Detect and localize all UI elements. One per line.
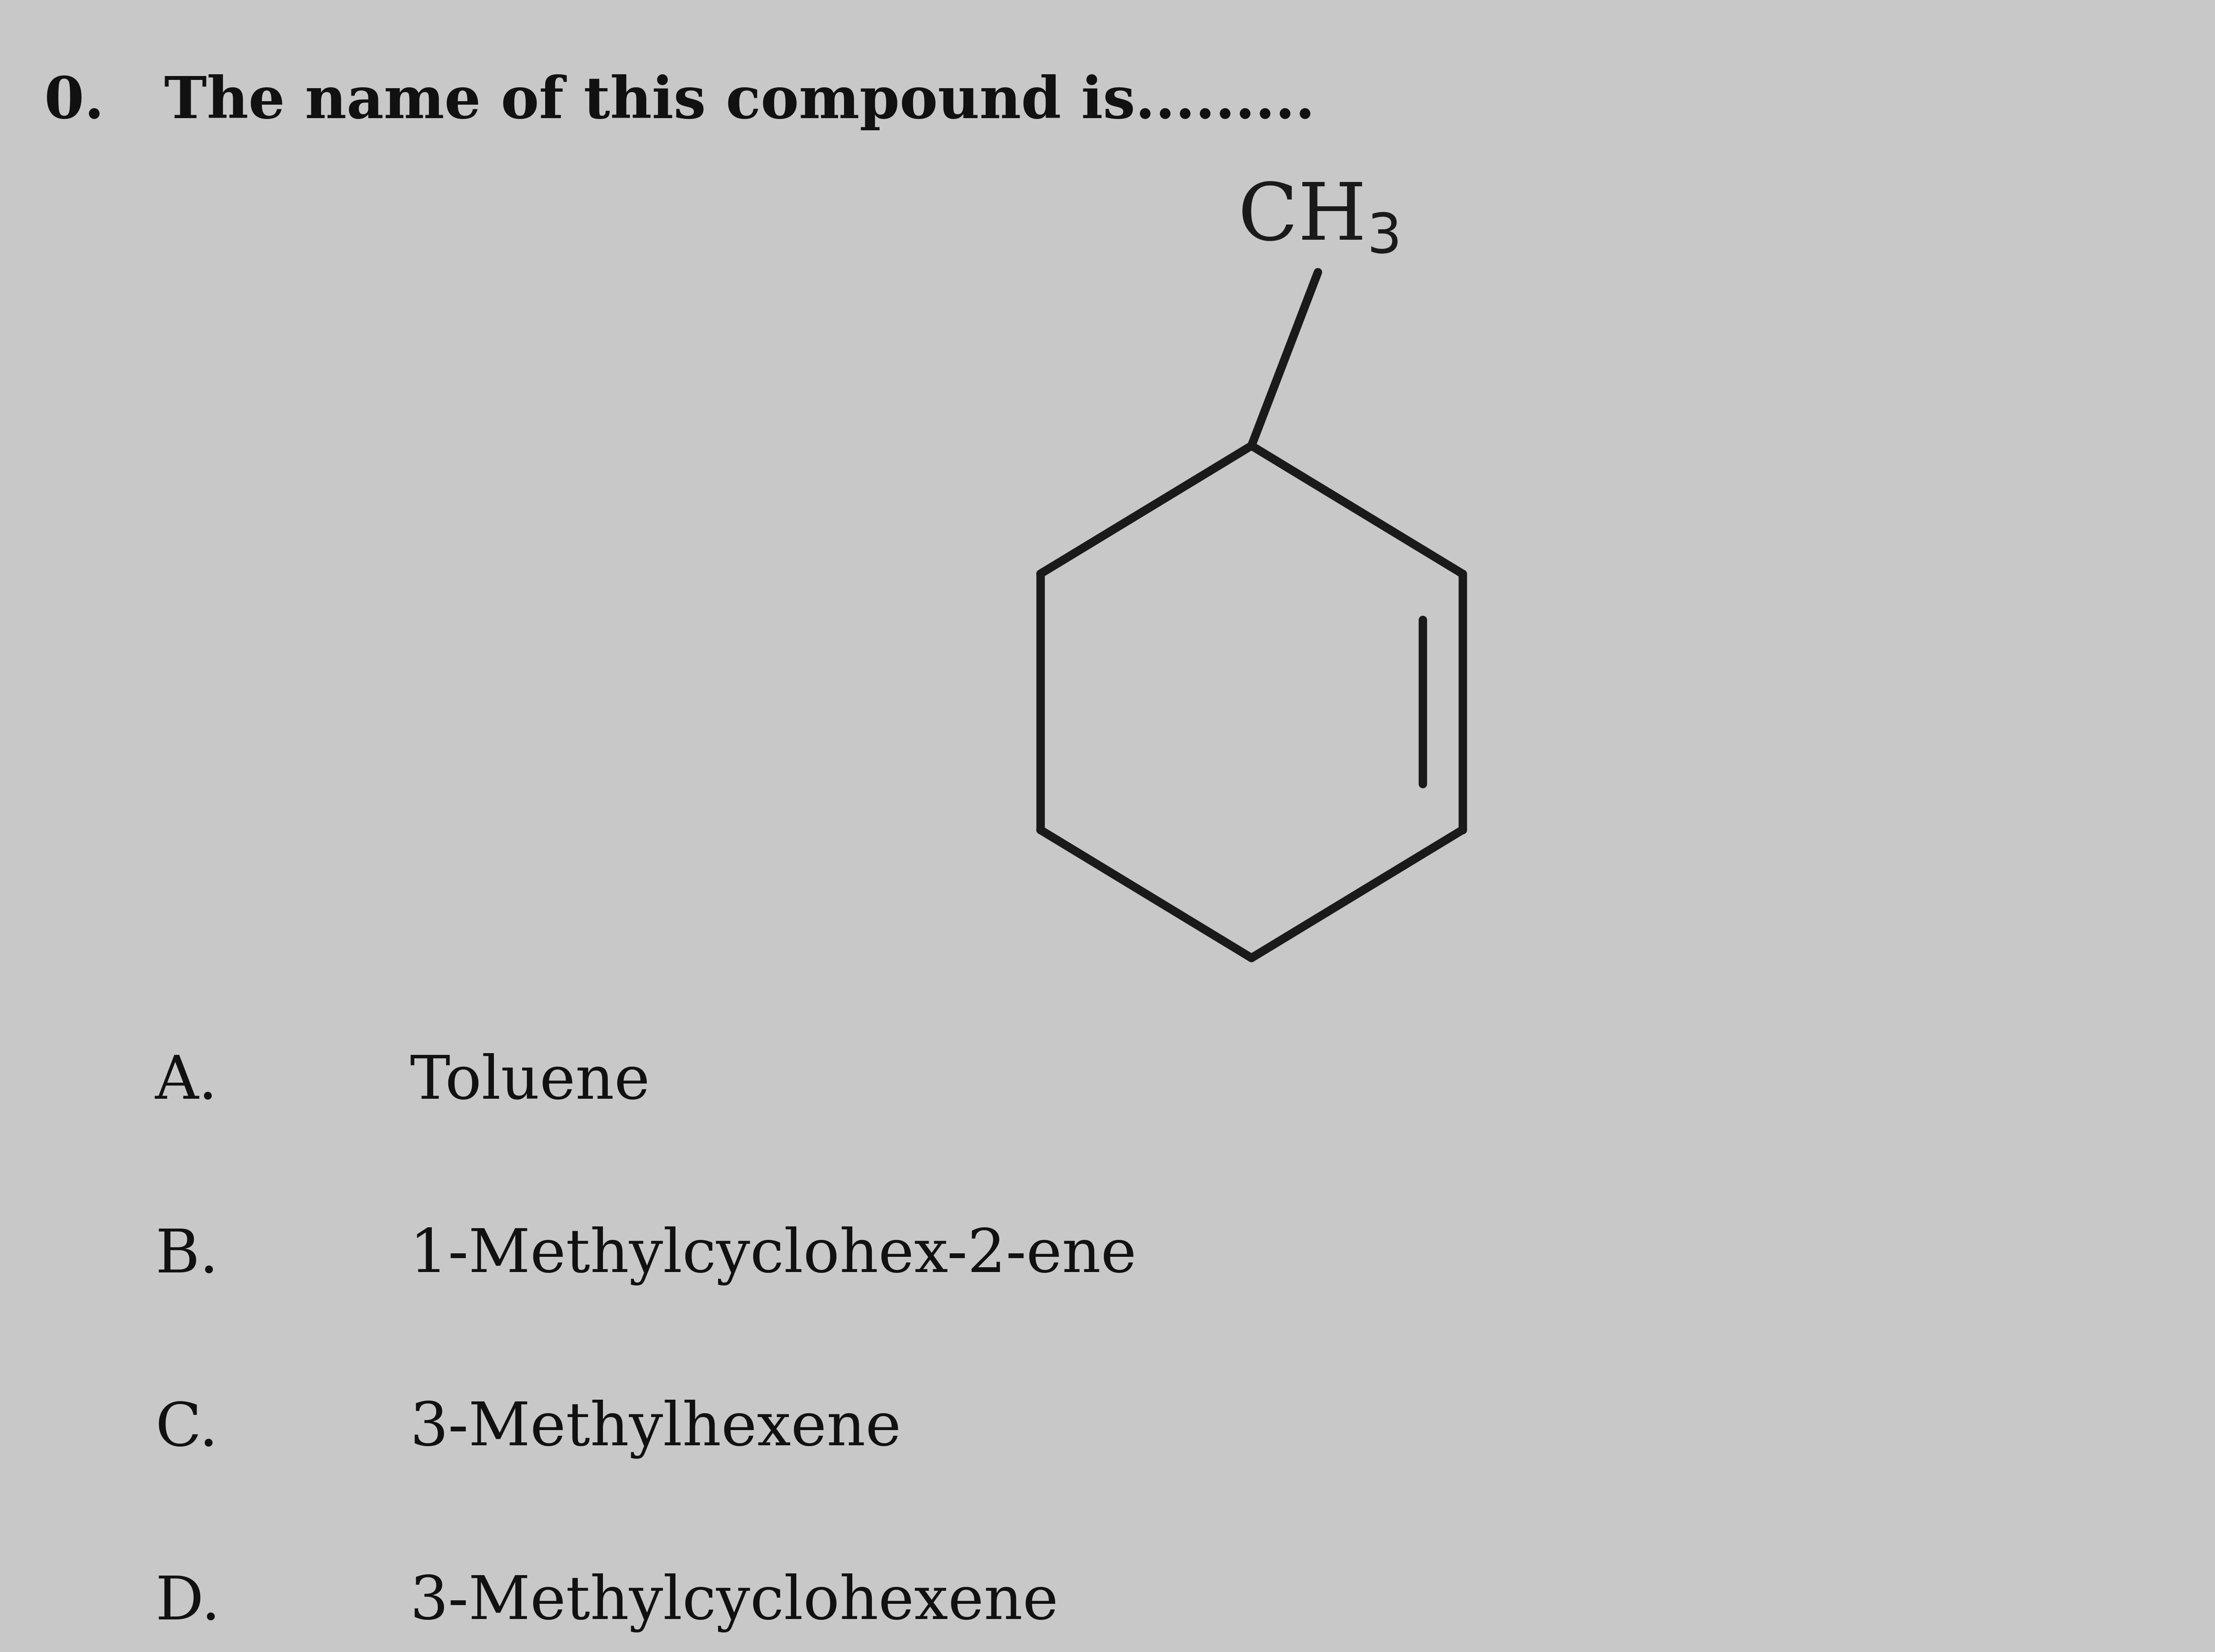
Text: 0.   The name of this compound is.........: 0. The name of this compound is......... <box>44 74 1316 131</box>
Text: 1-Methylcyclohex-2-ene: 1-Methylcyclohex-2-ene <box>410 1226 1136 1285</box>
Text: Toluene: Toluene <box>410 1052 649 1112</box>
Text: A.: A. <box>155 1052 217 1112</box>
Text: C.: C. <box>155 1399 217 1459</box>
Text: B.: B. <box>155 1226 219 1285</box>
Text: 3-Methylcyclohexene: 3-Methylcyclohexene <box>410 1573 1059 1632</box>
Text: D.: D. <box>155 1573 219 1632</box>
Text: CH$_3$: CH$_3$ <box>1238 180 1398 256</box>
Text: 3-Methylhexene: 3-Methylhexene <box>410 1399 902 1459</box>
